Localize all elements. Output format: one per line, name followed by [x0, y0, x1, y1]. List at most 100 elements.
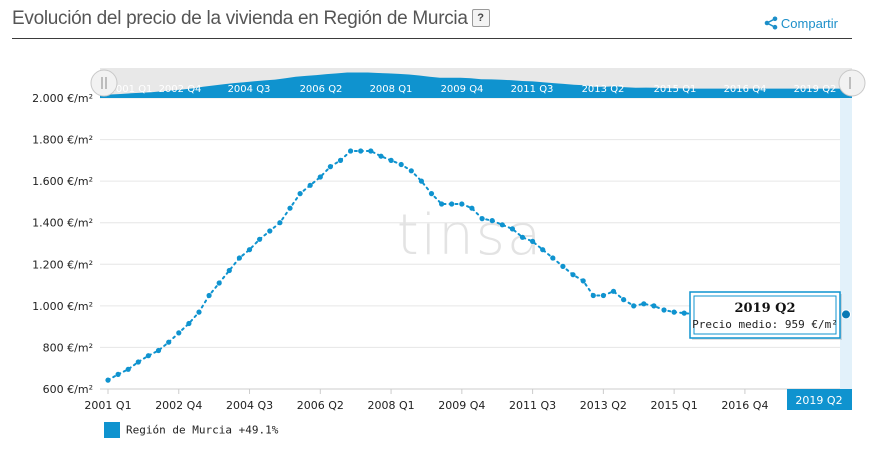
y-tick-label: 1.200 €/m²	[32, 258, 93, 271]
x-tick-label: 2008 Q1	[367, 399, 414, 412]
navigator-label: 2002 Q4	[159, 84, 202, 95]
x-tick-label: 2004 Q3	[226, 399, 273, 412]
share-button[interactable]: Compartir	[764, 16, 838, 31]
data-point	[651, 303, 657, 309]
data-point	[226, 267, 232, 274]
data-point	[590, 292, 596, 299]
data-point	[610, 288, 617, 294]
data-point	[499, 222, 505, 228]
data-point	[530, 238, 536, 244]
y-tick-label: 1.800 €/m²	[32, 134, 93, 147]
y-tick-label: 1.600 €/m²	[32, 175, 93, 188]
tooltip-label-key: Precio medio:	[692, 318, 778, 331]
data-point	[267, 228, 273, 234]
navigator-label: 2006 Q2	[300, 84, 343, 95]
chart-title-text: Evolución del precio de la vivienda en R…	[12, 8, 468, 29]
data-point	[216, 280, 222, 286]
data-point	[105, 377, 111, 383]
data-point	[418, 178, 424, 184]
x-tick-label: 2002 Q4	[155, 399, 202, 412]
y-tick-label: 2.000 €/m²	[32, 92, 93, 105]
navigator-labels: 2001 Q1 2002 Q4 2004 Q3 2006 Q2 2008 Q1 2009 …	[110, 84, 837, 95]
legend-swatch	[104, 422, 120, 438]
navigator-left-handle[interactable]	[90, 69, 118, 97]
y-axis: 600 €/m² 800 €/m² 1.000 €/m² 1.200 €/m² 1.40…	[32, 92, 93, 396]
x-tick-label: 2015 Q1	[651, 399, 698, 412]
y-tick-label: 1.400 €/m²	[32, 217, 93, 230]
data-point	[408, 168, 414, 174]
navigator-label: 2004 Q3	[228, 84, 271, 95]
x-tick-label: 2009 Q4	[438, 399, 485, 412]
data-point	[631, 303, 637, 309]
data-point	[317, 174, 323, 180]
data-point	[206, 292, 212, 299]
data-point	[277, 220, 283, 226]
data-point	[469, 205, 475, 211]
data-point-current	[841, 309, 851, 320]
data-point	[236, 255, 242, 261]
data-point	[125, 366, 131, 372]
tooltip: 2019 Q2 Precio medio: 959 €/m²	[689, 291, 842, 340]
data-point	[681, 310, 687, 316]
y-tick-label: 1.000 €/m²	[32, 300, 93, 313]
legend-series-change: +49.1%	[238, 423, 279, 437]
data-point	[641, 301, 647, 307]
navigator-area	[100, 72, 852, 98]
data-point	[671, 309, 677, 315]
data-point	[540, 247, 546, 253]
data-point	[166, 339, 172, 345]
data-point	[358, 148, 364, 154]
data-point	[600, 292, 607, 299]
navigator-label: 2009 Q4	[441, 84, 484, 95]
data-point	[337, 157, 344, 163]
data-point	[388, 157, 394, 163]
data-point	[368, 148, 374, 154]
data-point	[560, 263, 566, 269]
share-icon	[764, 16, 778, 30]
navigator-label: 2013 Q2	[582, 84, 625, 95]
tooltip-value: 959 €/m²	[785, 318, 838, 331]
x-tick-label: 2011 Q3	[509, 399, 556, 412]
data-point	[155, 347, 162, 354]
data-point	[327, 164, 333, 170]
data-point	[580, 278, 586, 284]
legend-series-name: Región de Murcia	[126, 423, 232, 437]
navigator-label: 2008 Q1	[370, 84, 413, 95]
data-point	[479, 216, 485, 222]
data-point	[398, 161, 404, 168]
chart-header: Evolución del precio de la vivienda en R…	[12, 0, 852, 39]
data-point	[661, 307, 667, 313]
range-navigator[interactable]: 2001 Q1 2002 Q4 2004 Q3 2006 Q2 2008 Q1 2009 …	[90, 68, 866, 98]
data-point	[489, 218, 495, 224]
navigator-label: 2015 Q1	[654, 84, 697, 95]
data-point	[186, 320, 192, 327]
navigator-right-handle[interactable]	[838, 69, 866, 97]
data-point	[570, 272, 576, 278]
y-tick-label: 600 €/m²	[43, 383, 93, 396]
data-point	[246, 247, 253, 253]
current-x-label-bg	[787, 389, 852, 410]
data-point	[519, 234, 526, 240]
help-button[interactable]: ?	[471, 9, 490, 27]
data-point	[287, 205, 293, 211]
data-point	[115, 371, 121, 377]
data-point	[550, 255, 556, 261]
data-point	[176, 330, 182, 336]
tooltip-label: Precio medio: 959 €/m²	[692, 318, 838, 331]
data-point	[196, 309, 202, 315]
navigator-label: 2016 Q4	[724, 84, 767, 95]
data-point	[348, 148, 354, 154]
y-tick-label: 800 €/m²	[43, 341, 93, 354]
tooltip-title: 2019 Q2	[734, 301, 795, 316]
data-point	[257, 236, 263, 242]
legend[interactable]: Región de Murcia +49.1%	[104, 422, 278, 438]
data-point	[297, 191, 303, 197]
data-point	[145, 353, 151, 359]
data-point	[307, 182, 313, 188]
data-point	[378, 153, 384, 159]
x-tick-label: 2006 Q2	[297, 399, 344, 412]
navigator-label: 2001 Q1	[110, 84, 153, 95]
data-point	[428, 191, 435, 197]
x-tick-label: 2001 Q1	[84, 399, 131, 412]
